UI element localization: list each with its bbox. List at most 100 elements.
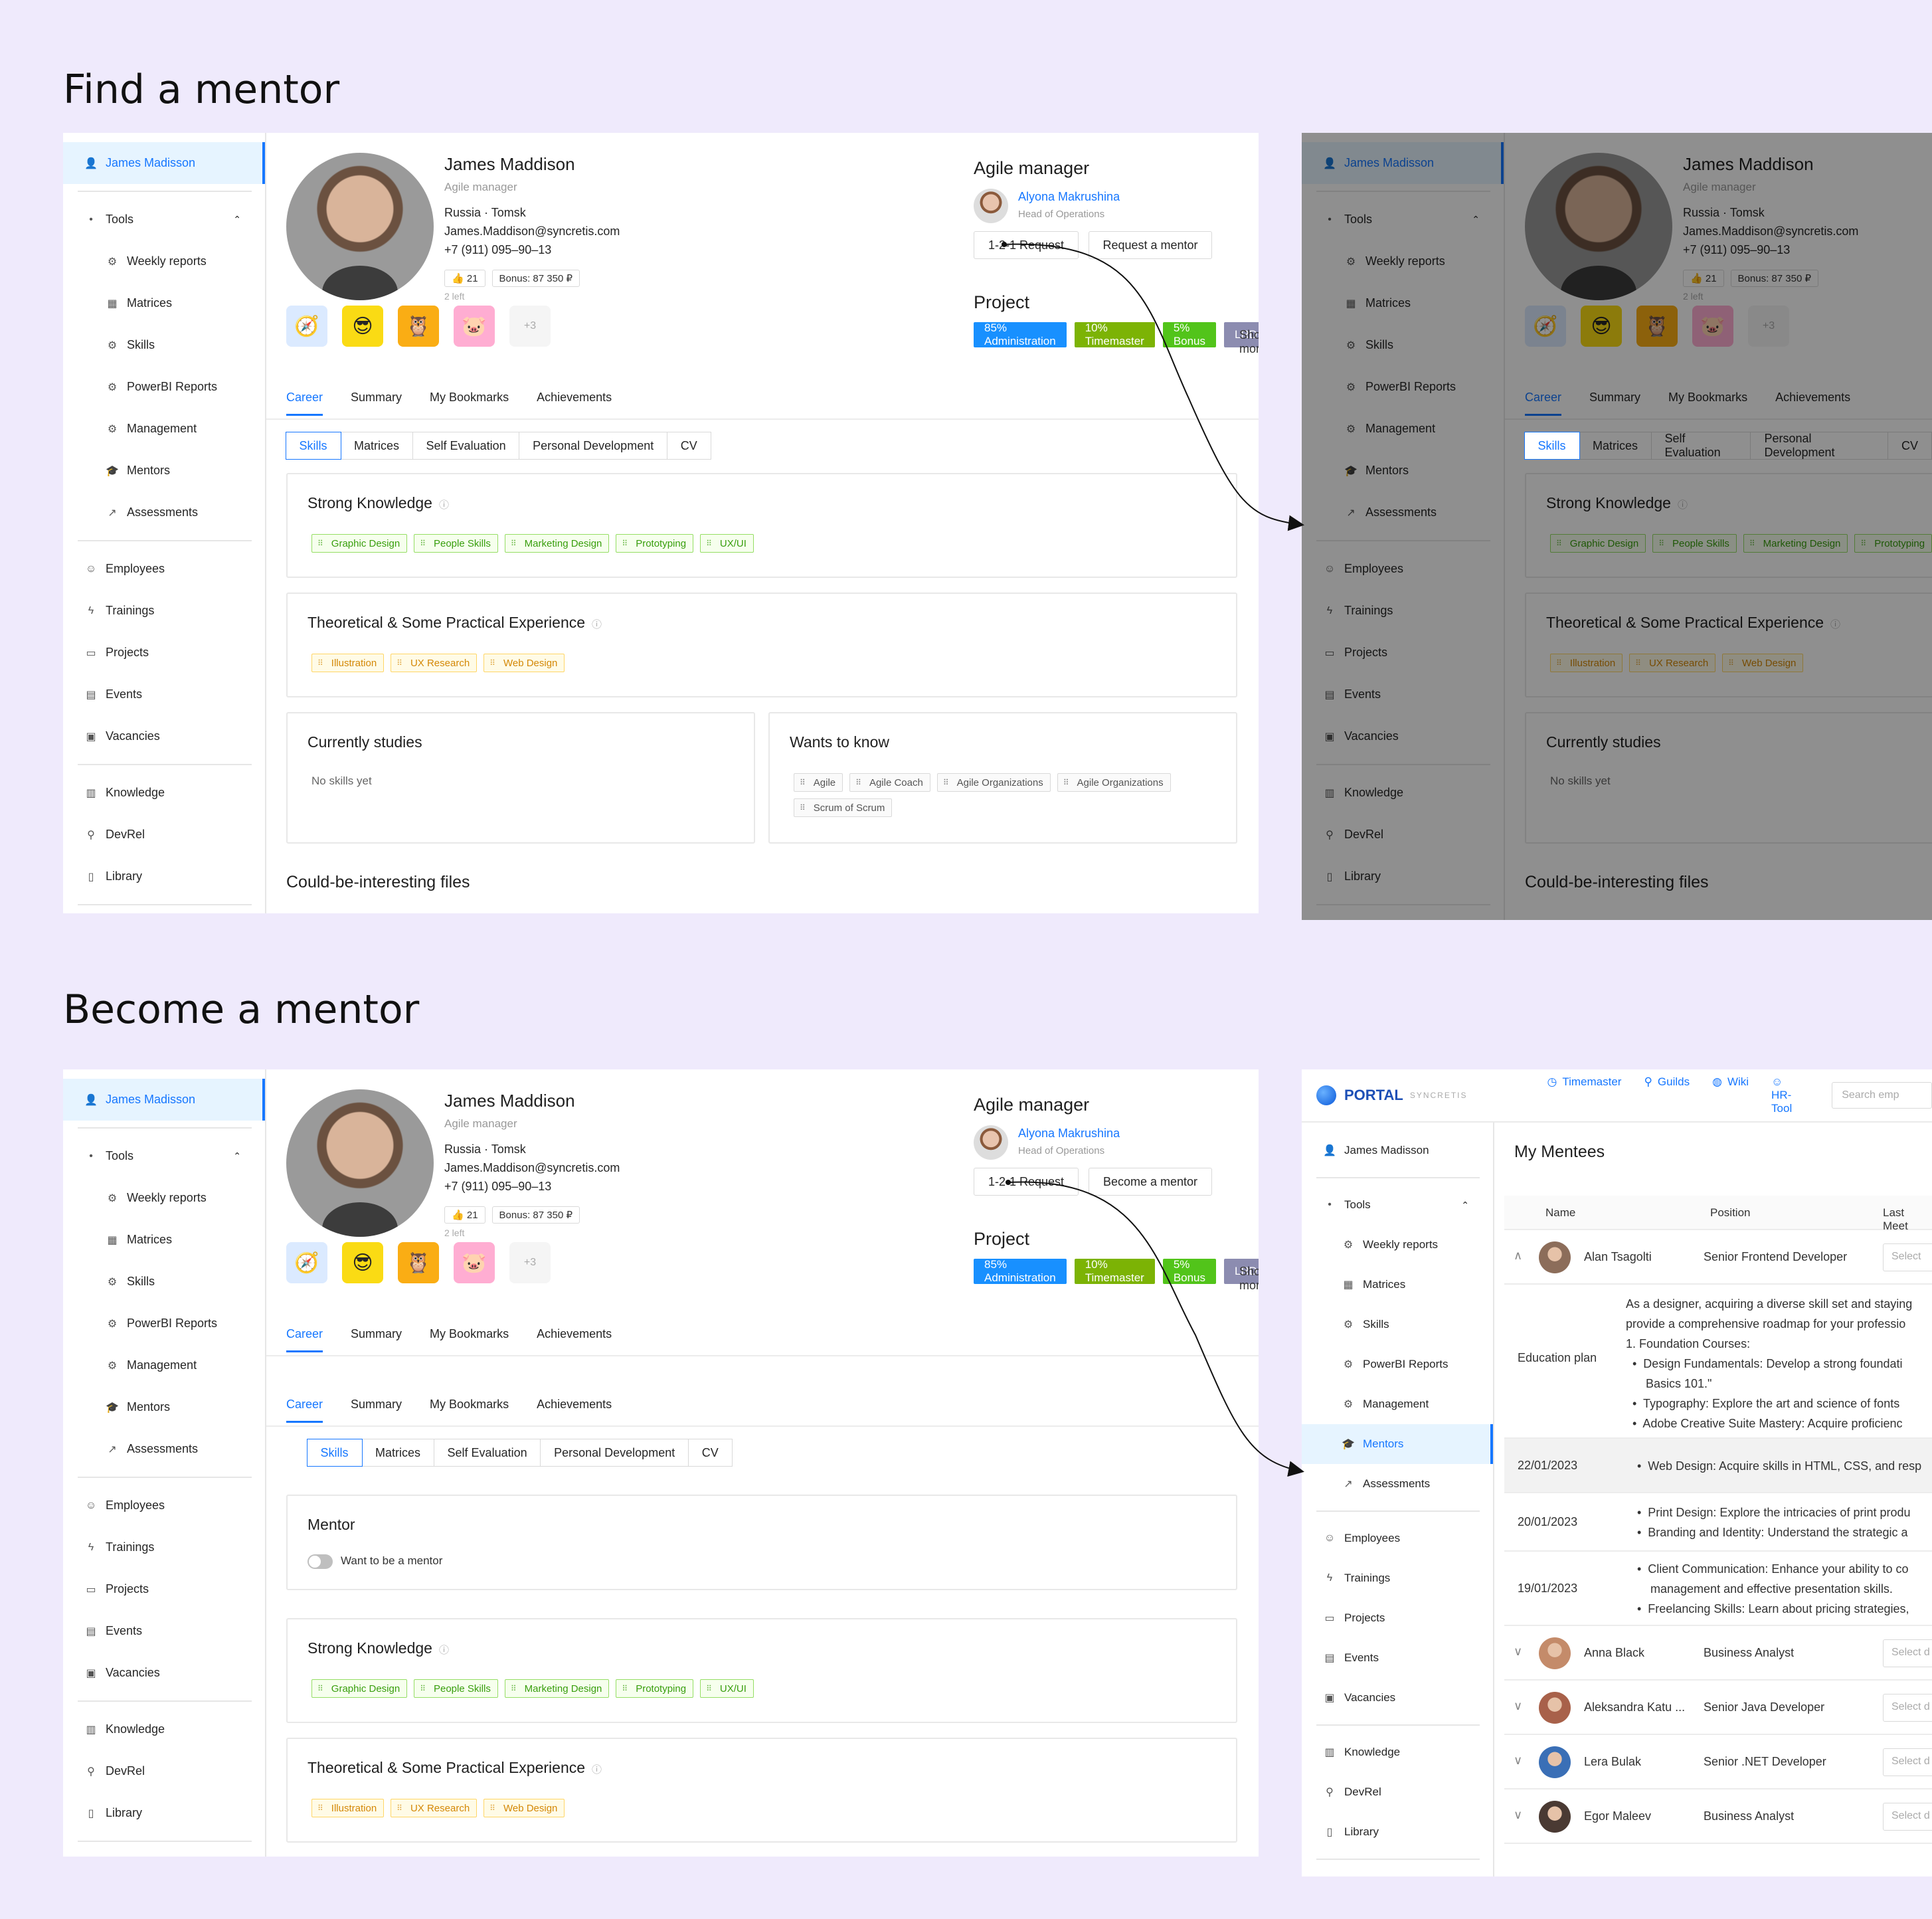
compass-badge-icon[interactable]: 🧭 [286,306,327,347]
sidebar-item-management[interactable]: ⚙ Management [63,408,265,450]
subtab-personal-development[interactable]: Personal Development [540,1439,689,1467]
sidebar-item-assessments[interactable]: ↗ Assessments [1302,492,1504,533]
tab-summary[interactable]: Summary [351,1327,402,1340]
tab-achievements[interactable]: Achievements [1775,391,1851,404]
sidebar-item-powerbi-reports[interactable]: ⚙ PowerBI Reports [63,1303,265,1344]
sidebar-item-knowledge[interactable]: ▥ Knowledge [1302,1732,1493,1772]
skill-tag[interactable]: ⠿ Marketing Design [1743,534,1848,553]
manager-name[interactable]: Alyona Makrushina [1018,1127,1120,1140]
skill-tag[interactable]: ⠿ UX/UI [700,1679,754,1698]
mentee-name[interactable]: Egor Maleev [1584,1809,1652,1823]
subtab-personal-development[interactable]: Personal Development [1750,432,1889,460]
skill-tag[interactable]: ⠿ Agile Organizations [936,773,1051,792]
sidebar-item-employees[interactable]: ☺ Employees [63,1485,265,1526]
sidebar-item-devrel[interactable]: ⚲ DevRel [1302,1772,1493,1812]
chevron-down-icon[interactable]: ∨ [1514,1754,1523,1767]
help-icon[interactable]: ⓘ [438,1645,449,1656]
nav-timemaster[interactable]: ◷ Timemaster [1547,1075,1622,1115]
drag-handle-icon[interactable]: ⠿ [489,1803,495,1813]
skill-tag[interactable]: ⠿ Agile Organizations [1057,773,1171,792]
skill-tag[interactable]: ⠿ Marketing Design [504,1679,610,1698]
drag-handle-icon[interactable]: ⠿ [622,1684,628,1693]
tab-career[interactable]: Career [286,1398,323,1423]
sidebar-item-management[interactable]: ⚙ Management [1302,408,1504,450]
skill-tag[interactable]: ⠿ Graphic Design [1550,534,1646,553]
help-icon[interactable]: ⓘ [438,500,449,511]
sidebar-item-vacancies[interactable]: ▣ Vacancies [63,715,265,757]
sidebar-item-tools[interactable]: • Tools ⌃ [1302,199,1504,240]
drag-handle-icon[interactable]: ⠿ [800,803,806,812]
drag-handle-icon[interactable]: ⠿ [317,1684,323,1693]
drag-handle-icon[interactable]: ⠿ [317,658,323,668]
tab-summary[interactable]: Summary [351,1398,402,1411]
sidebar-item-tools[interactable]: • Tools ⌃ [63,199,265,240]
drag-handle-icon[interactable]: ⠿ [706,1684,712,1693]
sidebar-item-projects[interactable]: ▭ Projects [63,1568,265,1610]
table-row[interactable]: ∨ Aleksandra Katu ... Senior Java Develope… [1504,1681,1932,1735]
drag-handle-icon[interactable]: ⠿ [855,778,861,787]
sidebar-item-library[interactable]: ▯ Library [63,1792,265,1834]
tab-my-bookmarks[interactable]: My Bookmarks [430,391,509,404]
subtab-skills[interactable]: Skills [306,1439,363,1467]
tab-my-bookmarks[interactable]: My Bookmarks [1668,391,1748,404]
tab-summary[interactable]: Summary [1589,391,1641,404]
sidebar-item-events[interactable]: ▤ Events [63,674,265,715]
sidebar-item-devrel[interactable]: ⚲ DevRel [1302,814,1504,856]
skill-tag[interactable]: ⠿ UX Research [391,1799,478,1817]
nav-wiki[interactable]: ◍ Wiki [1712,1075,1749,1115]
sidebar-item-user[interactable]: 👤 James Madisson [1302,1131,1493,1170]
mentee-name[interactable]: Lera Bulak [1584,1755,1642,1768]
sidebar-item-library[interactable]: ▯ Library [1302,856,1504,897]
sidebar-item-matrices[interactable]: ▦ Matrices [63,282,265,324]
tab-achievements[interactable]: Achievements [537,1398,612,1411]
sidebar-item-weekly-reports[interactable]: ⚙ Weekly reports [1302,1225,1493,1265]
last-meet-select[interactable]: Select d [1883,1639,1932,1667]
more-badges[interactable]: +3 [1748,306,1789,347]
tab-career[interactable]: Career [286,391,323,416]
sidebar-item-management[interactable]: ⚙ Management [63,1344,265,1386]
skill-tag[interactable]: ⠿ People Skills [1652,534,1737,553]
drag-handle-icon[interactable]: ⠿ [510,539,517,548]
subtab-personal-development[interactable]: Personal Development [519,432,668,460]
subtab-skills[interactable]: Skills [1524,432,1580,460]
profile-email[interactable]: James.Maddison@syncretis.com [444,1161,620,1174]
sidebar-item-skills[interactable]: ⚙ Skills [1302,1305,1493,1344]
tab-career[interactable]: Career [286,1327,323,1352]
chevron-up-icon[interactable]: ⌃ [1472,214,1480,225]
subtab-matrices[interactable]: Matrices [1579,432,1652,460]
drag-handle-icon[interactable]: ⠿ [942,778,949,787]
sidebar-item-management[interactable]: ⚙ Management [1302,1384,1493,1424]
sidebar-item-trainings[interactable]: ϟ Trainings [63,590,265,632]
drag-handle-icon[interactable]: ⠿ [1635,658,1641,668]
chevron-up-icon[interactable]: ⌃ [1461,1199,1469,1210]
sidebar-item-user[interactable]: 👤 James Madisson [1302,142,1504,184]
sidebar-item-vacancies[interactable]: ▣ Vacancies [1302,715,1504,757]
sidebar-item-assessments[interactable]: ↗ Assessments [63,492,265,533]
subtab-cv[interactable]: CV [666,432,711,460]
profile-email[interactable]: James.Maddison@syncretis.com [1683,225,1859,238]
sidebar-item-assessments[interactable]: ↗ Assessments [1302,1464,1493,1504]
sunglasses-badge-icon[interactable]: 😎 [342,1242,383,1283]
sidebar-item-events[interactable]: ▤ Events [1302,674,1504,715]
likes-button[interactable]: 👍 21 [444,1206,485,1224]
table-row[interactable]: ∨ Anna Black Business Analyst Select d [1504,1626,1932,1681]
sidebar-item-knowledge[interactable]: ▥ Knowledge [63,1708,265,1750]
mentee-name[interactable]: Aleksandra Katu ... [1584,1700,1686,1714]
skill-tag[interactable]: ⠿ Agile [794,773,843,792]
skill-tag[interactable]: ⠿ Agile Coach [849,773,930,792]
tab-career[interactable]: Career [1525,391,1562,416]
sidebar-item-devrel[interactable]: ⚲ DevRel [63,1750,265,1792]
chevron-down-icon[interactable]: ∨ [1514,1808,1523,1821]
sidebar-item-skills[interactable]: ⚙ Skills [63,324,265,366]
sidebar-item-vacancies[interactable]: ▣ Vacancies [1302,1678,1493,1718]
drag-handle-icon[interactable]: ⠿ [420,1684,426,1693]
project-tag[interactable]: 10% Timemaster [1074,321,1155,347]
sidebar-item-assessments[interactable]: ↗ Assessments [63,1428,265,1470]
sidebar-item-trainings[interactable]: ϟ Trainings [63,1526,265,1568]
sidebar-item-powerbi-reports[interactable]: ⚙ PowerBI Reports [63,366,265,408]
likes-button[interactable]: 👍 21 [444,270,485,287]
drag-handle-icon[interactable]: ⠿ [420,539,426,548]
chevron-up-icon[interactable]: ⌃ [233,1150,241,1161]
drag-handle-icon[interactable]: ⠿ [489,658,495,668]
sidebar-item-tools[interactable]: • Tools ⌃ [1302,1185,1493,1225]
